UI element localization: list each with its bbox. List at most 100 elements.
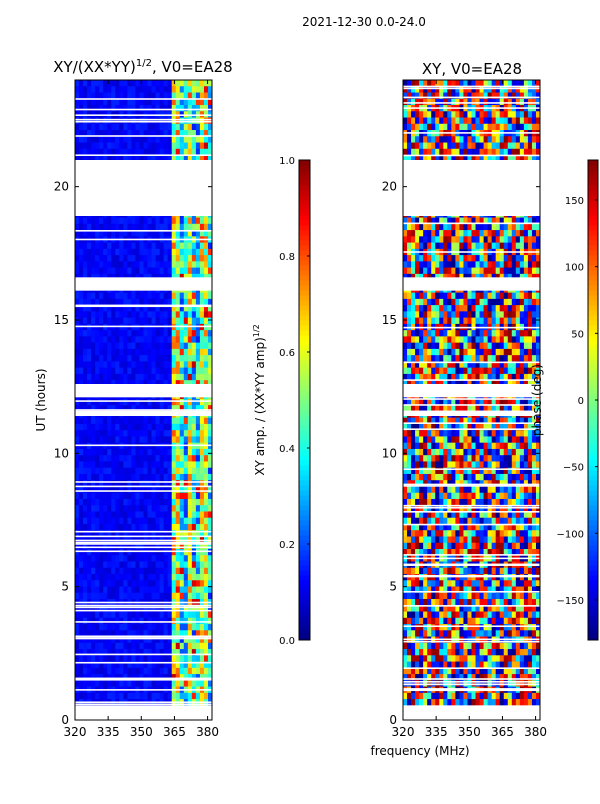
heatmap-cell [411,261,415,268]
heatmap-cell [127,249,131,256]
heatmap-cell [164,374,168,381]
heatmap-cell [135,268,139,275]
heatmap-cell [431,293,435,300]
heatmap-cell [83,299,87,306]
heatmap-cell [168,518,172,525]
heatmap-cell [115,518,119,525]
heatmap-cell [144,93,148,100]
heatmap-cell [204,255,208,262]
heatmap-cell [188,568,192,575]
heatmap-cell [156,549,160,556]
heatmap-cell [504,299,508,306]
heatmap-cell [176,612,180,619]
heatmap-cell [184,349,188,356]
heatmap-cell [447,86,451,93]
heatmap-cell [99,318,103,325]
heatmap-cell [99,493,103,500]
colorbar-tick-label: 0.0 [279,636,295,647]
heatmap-cell [188,243,192,250]
heatmap-cell [192,324,196,331]
heatmap-cell [164,562,168,569]
heatmap-cell [427,236,431,243]
heatmap-cell [200,143,204,150]
heatmap-cell [532,255,536,262]
heatmap-cell [488,136,492,143]
heatmap-cell [423,268,427,275]
heatmap-cell [204,136,208,143]
heatmap-cell [144,580,148,587]
heatmap-cell [180,555,184,562]
colorbar-segment [299,210,310,216]
heatmap-cell [196,612,200,619]
heatmap-cell [204,449,208,456]
heatmap-cell [103,568,107,575]
heatmap-cell [83,224,87,231]
heatmap-cell [459,124,463,131]
heatmap-cell [139,580,143,587]
heatmap-cell [204,86,208,93]
heatmap-cell [99,349,103,356]
heatmap-cell [79,455,83,462]
heatmap-cell [152,86,156,93]
heatmap-cell [168,493,172,500]
heatmap-cell [99,580,103,587]
colorbar-segment [299,230,310,236]
heatmap-cell [168,143,172,150]
heatmap-cell [95,643,99,650]
amplitude-colorbar-gradient [299,160,310,641]
heatmap-cell [87,93,91,100]
heatmap-cell [144,424,148,431]
heatmap-cell [419,224,423,231]
heatmap-cell [160,655,164,662]
heatmap-cell [472,243,476,250]
heatmap-cell [160,143,164,150]
heatmap-cell [455,236,459,243]
heatmap-cell [476,99,480,106]
heatmap-cell [75,436,79,443]
colorbar-segment [299,495,310,501]
heatmap-cell [79,224,83,231]
heatmap-cell [196,693,200,700]
heatmap-cell [492,261,496,268]
heatmap-cell [83,293,87,300]
heatmap-cell [492,243,496,250]
heatmap-cell [91,499,95,506]
heatmap-cell [131,311,135,318]
heatmap-cell [188,680,192,687]
heatmap-cell [180,118,184,125]
heatmap-cell [131,493,135,500]
heatmap-cell [504,305,508,312]
heatmap-cell [168,511,172,518]
heatmap-cell [127,324,131,331]
heatmap-cell [180,486,184,493]
heatmap-cell [476,86,480,93]
heatmap-cell [476,311,480,318]
heatmap-cell [403,111,407,118]
heatmap-cell [463,143,467,150]
heatmap-cell [79,293,83,300]
heatmap-cell [176,668,180,675]
heatmap-cell [463,268,467,275]
heatmap-cell [192,555,196,562]
heatmap-cell [180,399,184,406]
heatmap-cell [152,499,156,506]
heatmap-cell [164,143,168,150]
heatmap-cell [91,136,95,143]
heatmap-cell [459,143,463,150]
heatmap-cell [91,86,95,93]
heatmap-cell [107,143,111,150]
colorbar-segment [299,305,310,311]
heatmap-cell [168,455,172,462]
heatmap-cell [156,311,160,318]
flagged-row [75,531,212,533]
heatmap-cell [528,261,532,268]
heatmap-cell [164,668,168,675]
heatmap-cell [508,330,512,337]
heatmap-cell [403,243,407,250]
heatmap-cell [127,224,131,231]
heatmap-cell [524,293,528,300]
heatmap-cell [119,336,123,343]
heatmap-cell [156,511,160,518]
heatmap-cell [172,355,176,362]
heatmap-cell [160,349,164,356]
